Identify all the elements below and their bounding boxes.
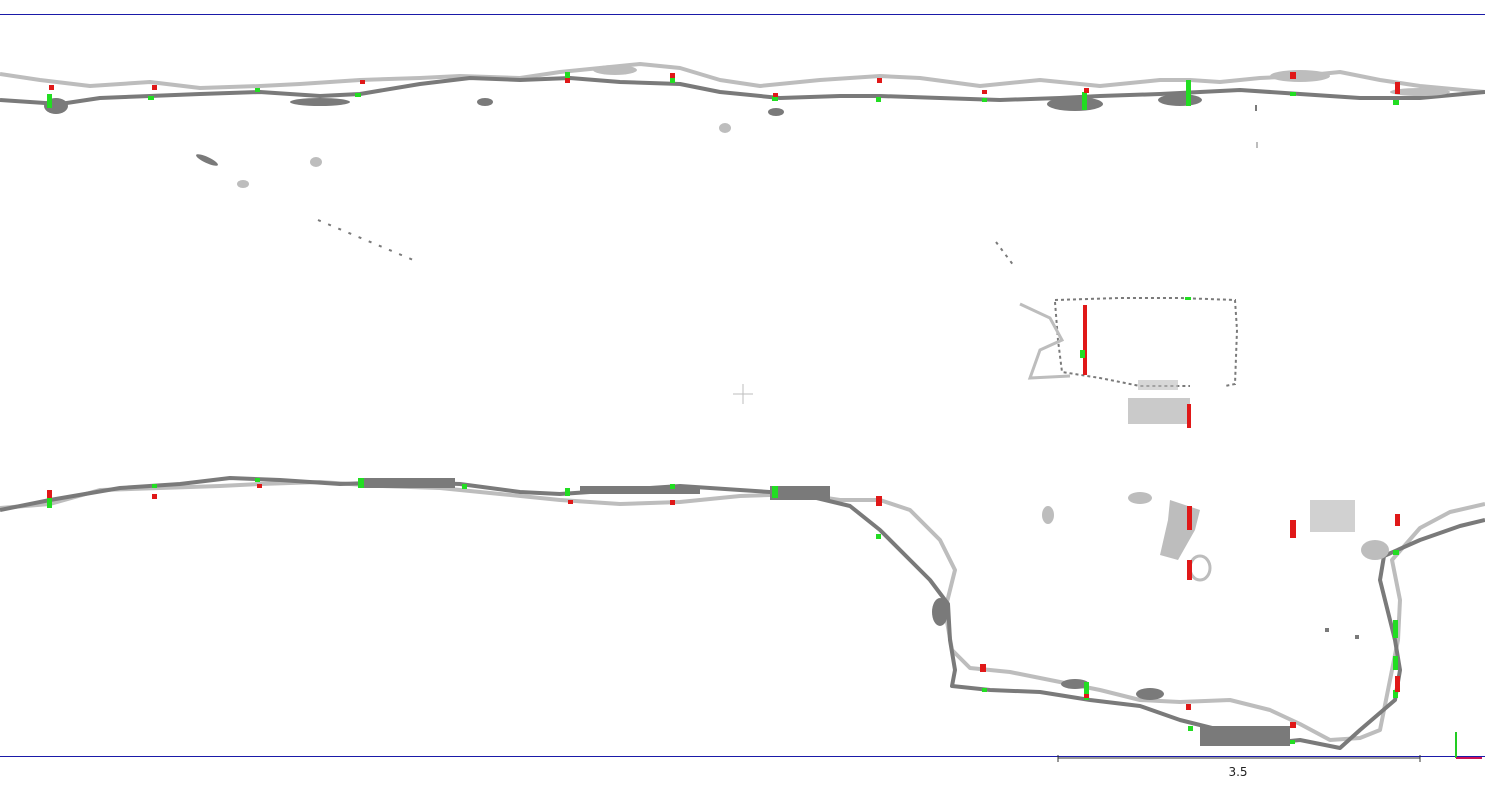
room-structure xyxy=(1019,297,1239,428)
interior-scatter xyxy=(196,105,1258,267)
bottom-frame-line xyxy=(0,756,1485,757)
crosshair-icon xyxy=(733,384,753,404)
top-wall-light-scan xyxy=(0,62,1485,94)
bottom-wall-light-scan xyxy=(0,480,1485,742)
top-wall-clusters xyxy=(44,65,1450,116)
top-wall-dark-scan xyxy=(0,76,1485,106)
top-wall-matches xyxy=(47,72,1400,110)
axis-gizmo-icon xyxy=(1455,732,1482,759)
top-frame-line xyxy=(0,14,1485,15)
lower-room-objects xyxy=(1042,492,1389,639)
scale-bar xyxy=(1057,755,1421,762)
scale-bar-label: 3.5 xyxy=(1228,765,1248,779)
bottom-wall-clusters xyxy=(360,478,1290,746)
bottom-wall-matches xyxy=(47,478,1400,744)
